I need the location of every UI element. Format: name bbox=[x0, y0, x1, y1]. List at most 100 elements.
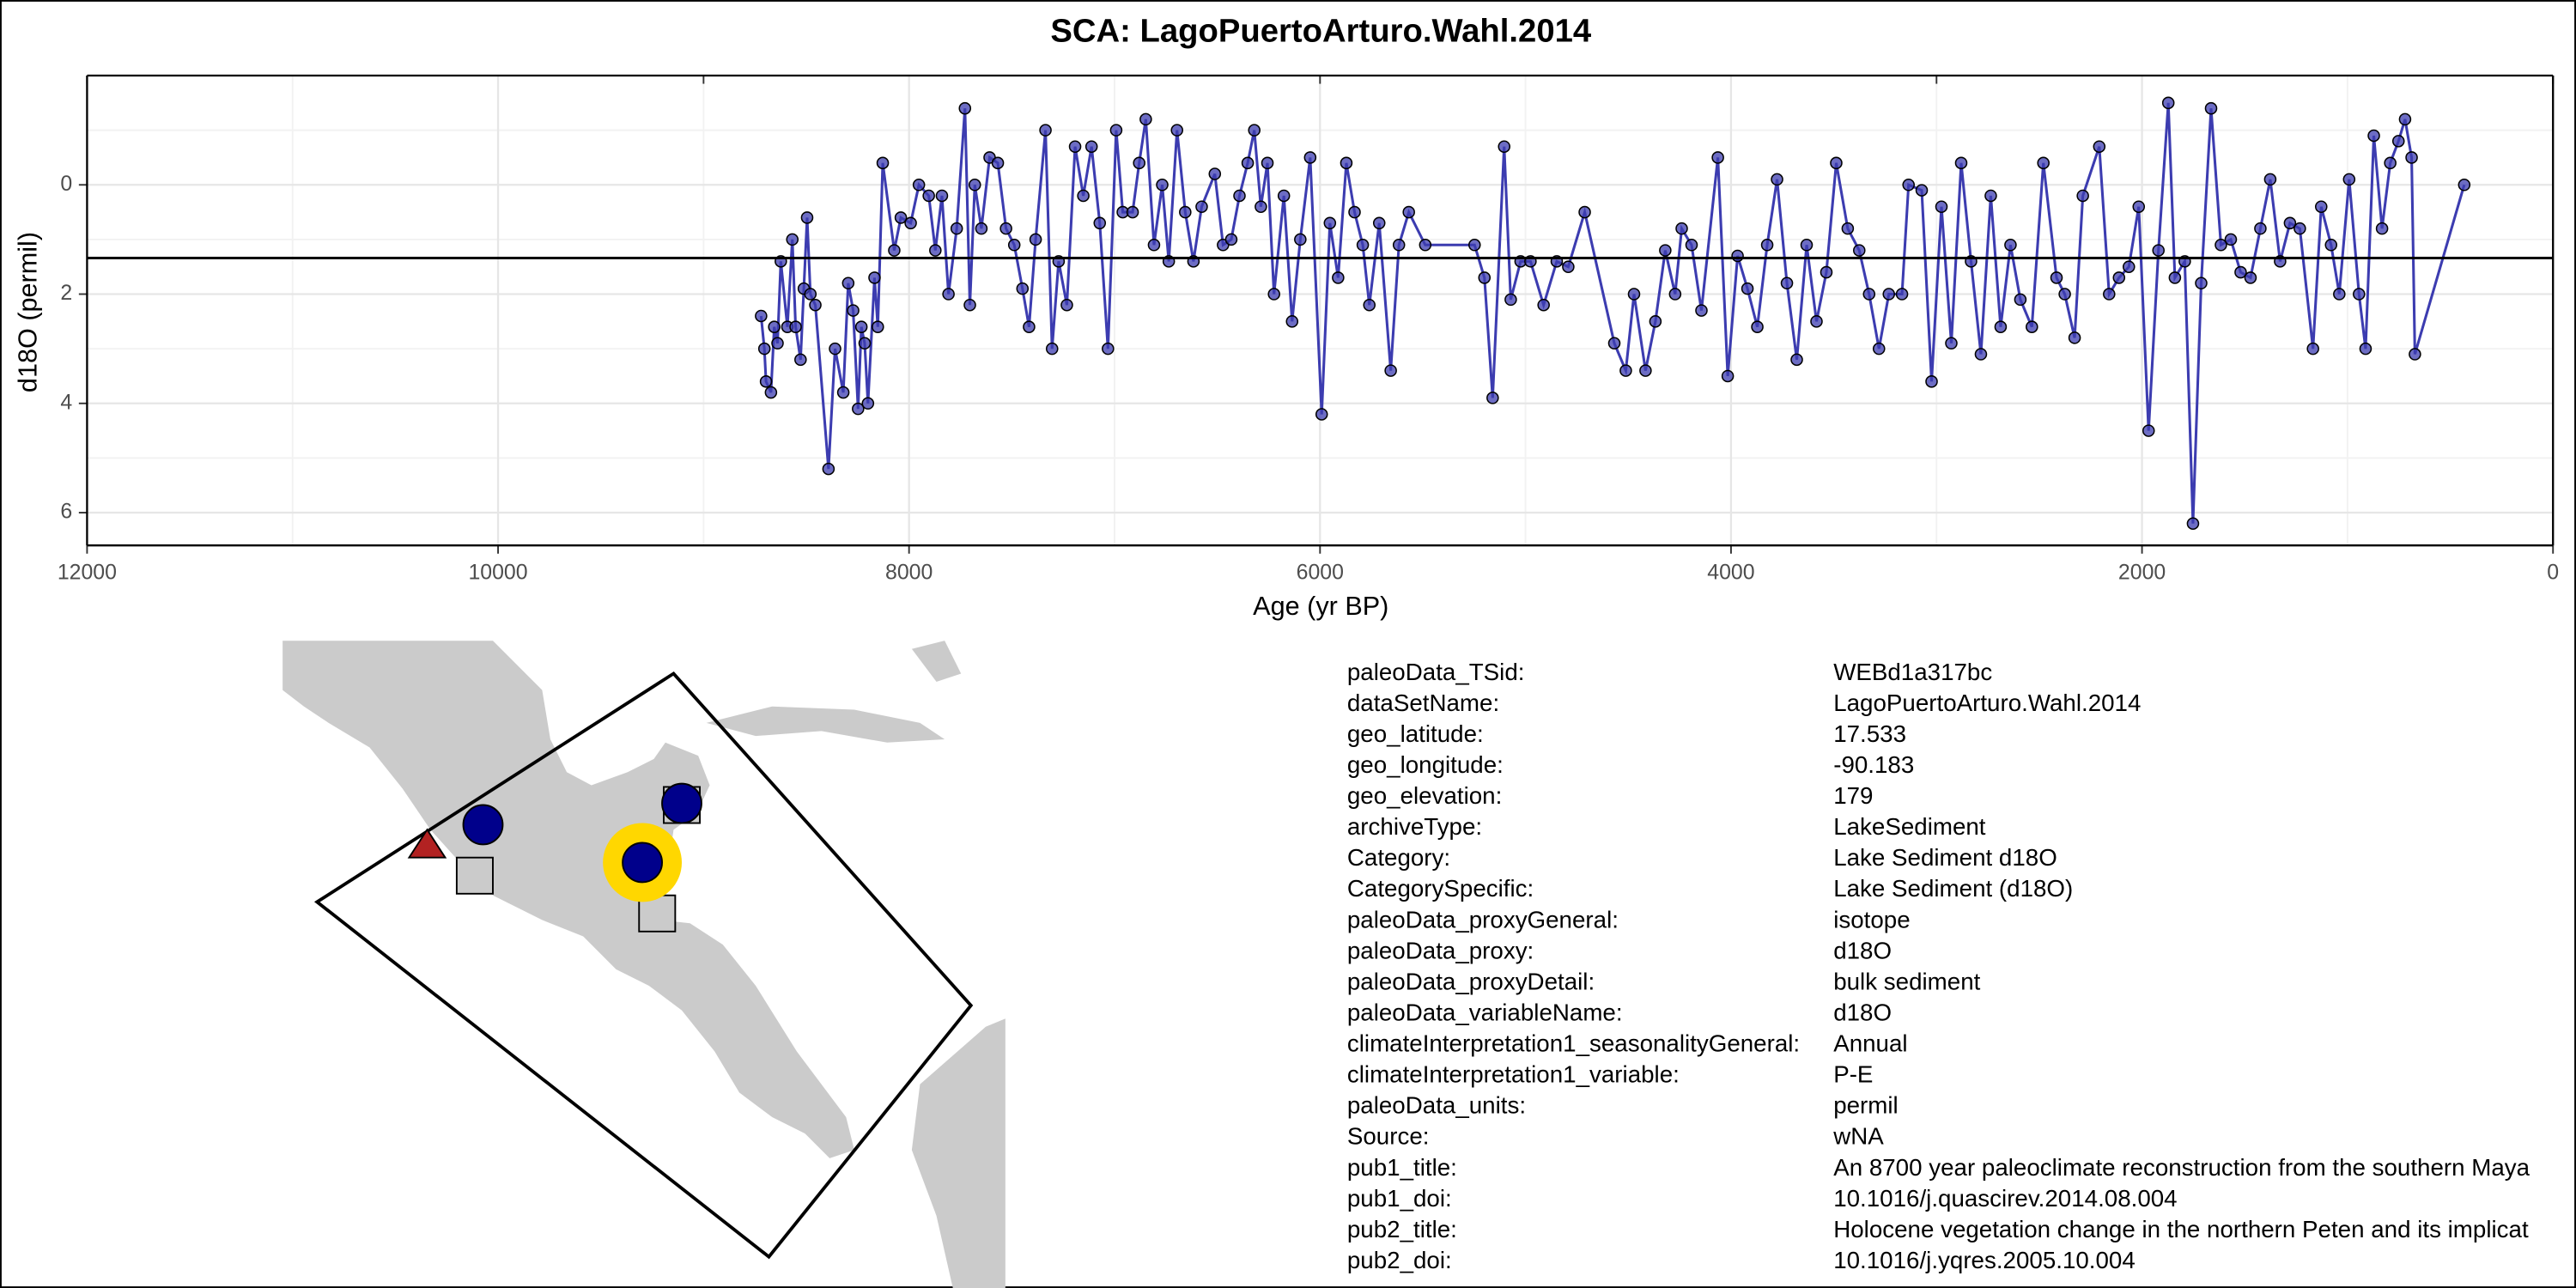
data-point bbox=[2186, 517, 2200, 531]
site-marker bbox=[407, 828, 447, 859]
data-point bbox=[1882, 288, 1896, 301]
data-point bbox=[1241, 156, 1255, 170]
data-point bbox=[1323, 216, 1337, 230]
data-point bbox=[2458, 178, 2471, 191]
meta-key: archiveType: bbox=[1347, 813, 1482, 840]
site-marker bbox=[455, 856, 494, 895]
data-point bbox=[2161, 96, 2175, 110]
data-point bbox=[1627, 288, 1641, 301]
data-point bbox=[904, 216, 917, 230]
data-point bbox=[1853, 244, 1866, 257]
data-point bbox=[759, 375, 773, 388]
land bbox=[911, 1018, 1005, 1288]
data-point bbox=[1915, 184, 1929, 197]
data-point bbox=[1303, 151, 1317, 164]
meta-value: WEBd1a317bc bbox=[1833, 659, 1992, 685]
data-point bbox=[1039, 124, 1052, 137]
meta-value: LagoPuertoArturo.Wahl.2014 bbox=[1833, 690, 2141, 716]
data-point bbox=[2324, 238, 2338, 252]
data-line bbox=[759, 102, 2466, 524]
data-point bbox=[1668, 288, 1682, 301]
meta-key: geo_latitude: bbox=[1347, 720, 1484, 747]
data-point bbox=[1872, 342, 1886, 355]
x-tick-label: 10000 bbox=[468, 560, 527, 584]
meta-value: d18O bbox=[1833, 999, 1892, 1025]
x-tick-label: 12000 bbox=[58, 560, 117, 584]
data-point bbox=[2050, 271, 2063, 284]
data-point bbox=[755, 309, 768, 323]
data-point bbox=[829, 342, 841, 355]
data-point bbox=[999, 222, 1012, 235]
data-point bbox=[1109, 124, 1123, 137]
data-point bbox=[2093, 140, 2106, 153]
data-point bbox=[1578, 205, 1591, 219]
site-marker bbox=[462, 804, 504, 846]
meta-value: -90.183 bbox=[1833, 751, 1914, 778]
data-point bbox=[1332, 271, 1345, 284]
data-point bbox=[2359, 342, 2372, 355]
data-point bbox=[942, 288, 955, 301]
data-point bbox=[950, 222, 963, 235]
data-point bbox=[1685, 238, 1698, 252]
data-point bbox=[2215, 238, 2227, 252]
y-tick-label: 2 bbox=[60, 281, 72, 305]
x-tick-label: 2000 bbox=[2118, 560, 2166, 584]
data-point bbox=[876, 156, 890, 170]
meta-key: paleoData_proxy: bbox=[1347, 937, 1534, 963]
meta-key: CategorySpecific: bbox=[1347, 875, 1534, 902]
data-point bbox=[1675, 222, 1688, 235]
data-point bbox=[1945, 337, 1958, 350]
meta-key: paleoData_proxyDetail: bbox=[1347, 968, 1595, 994]
meta-value: Annual bbox=[1833, 1030, 1907, 1057]
data-point bbox=[1255, 200, 1267, 213]
data-point bbox=[2367, 129, 2380, 143]
meta-key: geo_elevation: bbox=[1347, 782, 1502, 809]
data-point bbox=[1731, 249, 1744, 263]
data-point bbox=[1348, 205, 1361, 219]
y-tick-label: 0 bbox=[60, 172, 72, 196]
data-point bbox=[1498, 140, 1511, 153]
data-point bbox=[1402, 205, 1415, 219]
meta-key: paleoData_proxyGeneral: bbox=[1347, 906, 1619, 933]
data-point bbox=[1277, 189, 1291, 203]
data-point bbox=[1023, 320, 1036, 333]
data-point bbox=[1800, 238, 1814, 252]
data-point bbox=[786, 233, 799, 246]
data-point bbox=[1830, 156, 1843, 170]
data-point bbox=[1356, 238, 1370, 252]
data-point bbox=[922, 189, 935, 203]
meta-key: pub2_doi: bbox=[1347, 1247, 1452, 1273]
data-point bbox=[1925, 375, 1938, 388]
data-point bbox=[1537, 298, 1550, 312]
data-point bbox=[2293, 222, 2306, 235]
meta-value: Lake Sediment d18O bbox=[1833, 844, 2057, 871]
metadata-table: paleoData_TSid: WEBd1a317bc dataSetName: La… bbox=[1347, 659, 2530, 1273]
data-point bbox=[2353, 288, 2366, 301]
data-point bbox=[2132, 200, 2146, 213]
meta-value: d18O bbox=[1833, 937, 1892, 963]
data-point bbox=[2244, 271, 2257, 284]
data-point bbox=[768, 320, 781, 333]
data-point bbox=[861, 397, 875, 410]
y-tick-label: 4 bbox=[60, 390, 72, 414]
data-point bbox=[809, 298, 822, 312]
data-point bbox=[868, 271, 881, 284]
meta-key: pub2_title: bbox=[1347, 1216, 1457, 1242]
data-point bbox=[2398, 112, 2412, 126]
data-point bbox=[764, 386, 778, 399]
data-point bbox=[2375, 222, 2389, 235]
meta-key: dataSetName: bbox=[1347, 690, 1499, 716]
meta-value: An 8700 year paleoclimate reconstruction… bbox=[1833, 1154, 2530, 1181]
data-point bbox=[2004, 238, 2017, 252]
data-point bbox=[1862, 288, 1876, 301]
data-point bbox=[1363, 298, 1376, 312]
data-point bbox=[1068, 140, 1082, 153]
data-point bbox=[2409, 348, 2421, 361]
land bbox=[283, 641, 854, 1158]
x-tick-label: 4000 bbox=[1707, 560, 1754, 584]
data-point bbox=[1504, 293, 1517, 307]
meta-key: climateInterpretation1_seasonalityGenera… bbox=[1347, 1030, 1800, 1057]
data-point bbox=[2076, 189, 2089, 203]
data-point bbox=[1126, 205, 1139, 219]
data-point bbox=[2405, 151, 2418, 164]
